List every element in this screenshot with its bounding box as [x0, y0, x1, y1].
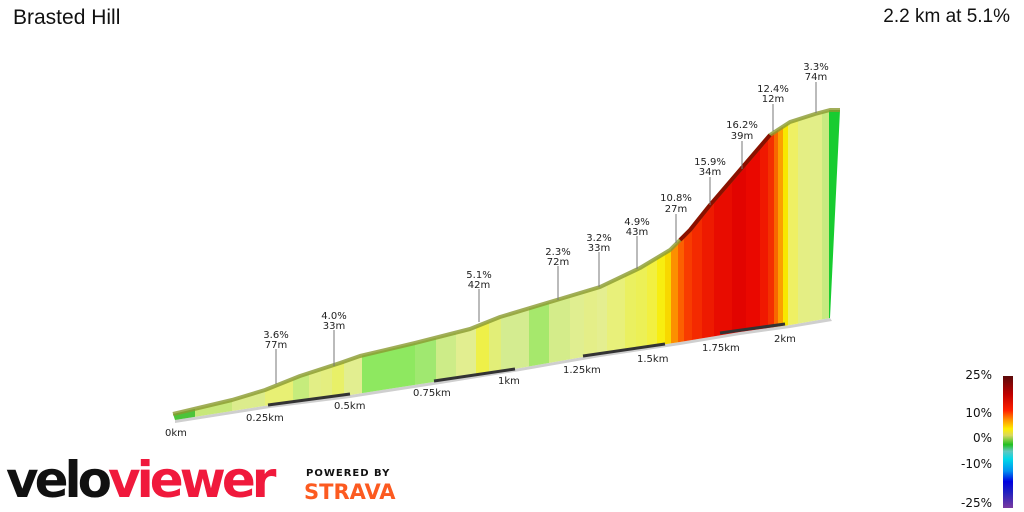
- svg-text:3.6%: 3.6%: [263, 330, 288, 341]
- x-tick-1: 1km: [498, 376, 520, 387]
- svg-text:3.2%: 3.2%: [586, 233, 611, 244]
- legend-tick-10: 10%: [965, 406, 992, 420]
- profile-top-edge: [172, 108, 840, 416]
- powered-by-label: POWERED BY: [306, 468, 391, 479]
- svg-text:27m: 27m: [665, 204, 687, 215]
- svg-text:4.9%: 4.9%: [624, 217, 649, 228]
- segment-title: Brasted Hill: [13, 6, 121, 29]
- gradient-color-scale: [1003, 376, 1013, 508]
- svg-text:39m: 39m: [731, 131, 753, 142]
- segment-callouts: [275, 82, 817, 384]
- svg-text:34m: 34m: [699, 167, 721, 178]
- svg-text:33m: 33m: [323, 321, 345, 332]
- svg-text:16.2%: 16.2%: [726, 120, 758, 131]
- svg-text:72m: 72m: [547, 257, 569, 268]
- svg-text:10.8%: 10.8%: [660, 193, 692, 204]
- x-tick-0.75: 0.75km: [413, 388, 451, 399]
- legend-tick-0: 0%: [972, 431, 992, 445]
- x-tick-0.5: 0.5km: [334, 401, 365, 412]
- x-tick-1.75: 1.75km: [702, 343, 740, 354]
- svg-text:12.4%: 12.4%: [757, 84, 789, 95]
- x-tick-1.25: 1.25km: [563, 365, 601, 376]
- svg-text:42m: 42m: [468, 280, 490, 291]
- gradient-legend: 25% 10% 0% -10% -25%: [961, 368, 1024, 512]
- svg-text:15.9%: 15.9%: [694, 157, 726, 168]
- legend-tick-minus25: -25%: [960, 496, 992, 510]
- svg-text:12m: 12m: [762, 94, 784, 105]
- legend-tick-25: 25%: [965, 368, 992, 382]
- legend-tick-minus10: -10%: [960, 457, 992, 471]
- distance-tick-labels: 0km 0.25km 0.5km 0.75km 1km 1.25km 1.5km…: [165, 334, 796, 439]
- svg-text:33m: 33m: [588, 243, 610, 254]
- x-tick-2: 2km: [774, 334, 796, 345]
- svg-text:4.0%: 4.0%: [321, 311, 346, 322]
- x-tick-1.5: 1.5km: [637, 354, 668, 365]
- svg-text:74m: 74m: [805, 72, 827, 83]
- svg-text:43m: 43m: [626, 227, 648, 238]
- svg-text:3.3%: 3.3%: [803, 62, 828, 73]
- segment-summary: 2.2 km at 5.1%: [883, 6, 1010, 27]
- x-tick-0: 0km: [165, 428, 187, 439]
- segment-labels: 3.6% 77m 4.0% 33m 5.1% 42m 2.3% 72m 3.2%…: [263, 62, 828, 351]
- distance-axis: [267, 322, 786, 407]
- svg-text:5.1%: 5.1%: [466, 270, 491, 281]
- svg-text:77m: 77m: [265, 340, 287, 351]
- strava-logo: STRAVA: [304, 480, 396, 504]
- svg-text:2.3%: 2.3%: [545, 247, 570, 258]
- x-tick-0.25: 0.25km: [246, 413, 284, 424]
- veloviewer-logo: veloviewer: [6, 451, 276, 509]
